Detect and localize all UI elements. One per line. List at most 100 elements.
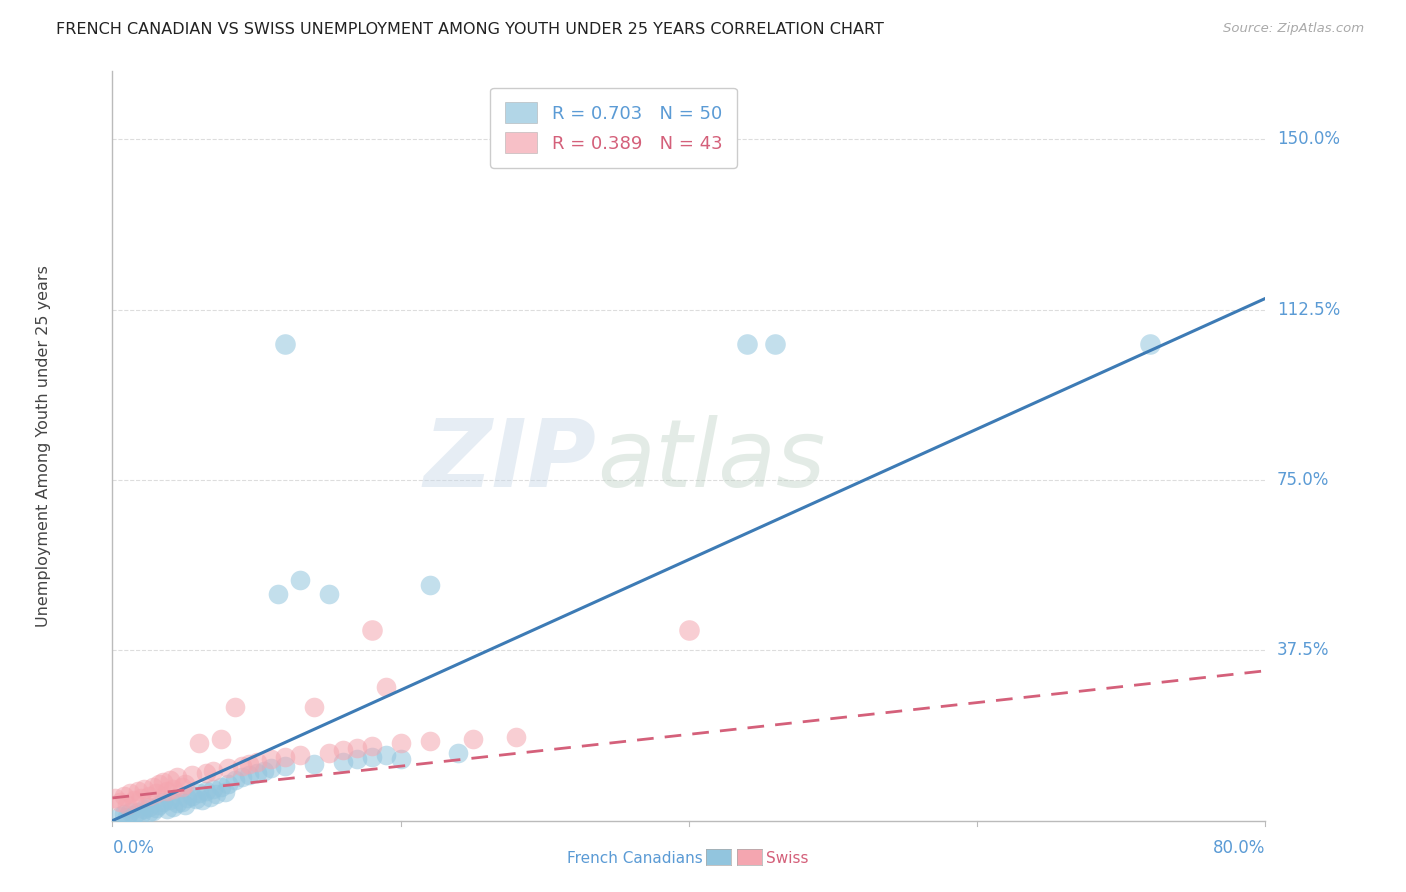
Point — [267, 586, 290, 600]
Text: 37.5%: 37.5% — [1277, 641, 1330, 659]
Text: French Canadians: French Canadians — [567, 851, 703, 865]
Point — [447, 746, 470, 760]
Point — [166, 771, 188, 785]
Point — [360, 739, 382, 753]
Point — [162, 781, 184, 796]
Point — [260, 752, 283, 766]
Point — [134, 781, 156, 796]
Point — [129, 806, 153, 821]
Point — [180, 789, 202, 803]
Point — [176, 791, 198, 805]
Point — [122, 793, 145, 807]
Point — [202, 764, 225, 778]
Point — [162, 800, 184, 814]
Text: FRENCH CANADIAN VS SWISS UNEMPLOYMENT AMONG YOUTH UNDER 25 YEARS CORRELATION CHA: FRENCH CANADIAN VS SWISS UNEMPLOYMENT AM… — [56, 22, 884, 37]
Point — [260, 761, 283, 775]
Point — [112, 789, 135, 803]
Text: Source: ZipAtlas.com: Source: ZipAtlas.com — [1223, 22, 1364, 36]
Point — [104, 791, 127, 805]
Point — [253, 764, 276, 778]
Point — [138, 789, 160, 803]
Point — [246, 755, 269, 769]
Point — [159, 793, 181, 807]
Point — [274, 759, 297, 773]
Point — [188, 736, 211, 750]
Point — [346, 741, 368, 756]
Point — [145, 786, 167, 800]
Point — [238, 768, 260, 782]
Point — [389, 752, 412, 766]
Text: 0.0%: 0.0% — [112, 838, 155, 857]
Point — [231, 759, 253, 773]
Point — [419, 577, 441, 591]
Point — [142, 780, 165, 794]
Legend: R = 0.703   N = 50, R = 0.389   N = 43: R = 0.703 N = 50, R = 0.389 N = 43 — [491, 88, 737, 168]
Text: atlas: atlas — [596, 416, 825, 507]
Point — [127, 805, 149, 819]
Point — [134, 802, 156, 816]
Point — [142, 804, 165, 818]
Point — [152, 775, 174, 789]
Point — [375, 747, 398, 762]
Point — [180, 768, 202, 782]
Point — [231, 771, 253, 785]
Point — [318, 746, 340, 760]
Point — [1139, 336, 1161, 351]
Point — [159, 772, 181, 787]
Point — [304, 700, 326, 714]
Point — [173, 797, 195, 812]
Point — [170, 795, 193, 809]
Point — [156, 784, 179, 798]
Point — [332, 755, 354, 769]
Text: 150.0%: 150.0% — [1277, 130, 1340, 148]
Point — [505, 730, 527, 744]
Point — [108, 809, 131, 823]
Point — [115, 797, 138, 812]
Point — [224, 772, 246, 787]
Point — [129, 791, 153, 805]
Point — [461, 731, 484, 746]
Point — [346, 752, 368, 766]
Point — [375, 680, 398, 694]
Point — [115, 810, 138, 824]
Point — [200, 790, 222, 805]
Text: ZIP: ZIP — [423, 415, 596, 507]
Point — [246, 766, 269, 780]
Point — [122, 808, 145, 822]
Point — [188, 786, 211, 800]
Point — [184, 792, 207, 806]
Point — [202, 781, 225, 796]
Text: 112.5%: 112.5% — [1277, 301, 1340, 318]
Point — [238, 756, 260, 771]
Point — [217, 777, 239, 791]
Point — [217, 761, 239, 775]
Point — [127, 784, 149, 798]
Text: Swiss: Swiss — [766, 851, 808, 865]
Point — [108, 796, 131, 810]
Point — [118, 786, 141, 800]
Point — [288, 573, 311, 587]
Point — [360, 623, 382, 637]
Point — [205, 787, 228, 801]
Point — [419, 734, 441, 748]
Text: 75.0%: 75.0% — [1277, 471, 1329, 489]
Point — [678, 623, 700, 637]
Point — [360, 750, 382, 764]
Point — [173, 777, 195, 791]
Point — [389, 736, 412, 750]
Point — [195, 784, 218, 798]
Text: Unemployment Among Youth under 25 years: Unemployment Among Youth under 25 years — [35, 265, 51, 627]
Point — [332, 743, 354, 757]
Point — [209, 731, 232, 746]
Point — [112, 806, 135, 821]
Point — [170, 780, 193, 794]
Point — [138, 800, 160, 814]
Point — [765, 336, 787, 351]
Point — [148, 777, 170, 791]
Point — [152, 796, 174, 810]
Point — [224, 700, 246, 714]
Point — [138, 805, 160, 820]
Point — [735, 336, 758, 351]
Point — [166, 797, 188, 811]
Text: 80.0%: 80.0% — [1213, 838, 1265, 857]
